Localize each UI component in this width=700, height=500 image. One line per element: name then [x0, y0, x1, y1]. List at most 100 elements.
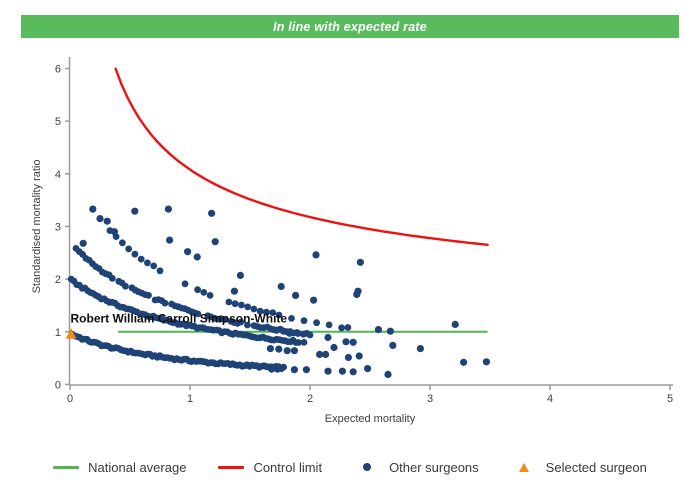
surgeon-dot[interactable]	[280, 363, 287, 371]
legend-label-selected-surgeon: Selected surgeon	[545, 459, 647, 475]
surgeon-dot[interactable]	[220, 316, 228, 323]
surgeon-dot[interactable]	[110, 228, 118, 236]
y-tick-label: 4	[55, 169, 61, 181]
surgeon-dot[interactable]	[272, 326, 280, 334]
surgeon-dot[interactable]	[306, 331, 314, 339]
surgeon-dot[interactable]	[200, 289, 208, 296]
surgeon-dot[interactable]	[374, 326, 382, 334]
surgeon-dot[interactable]	[460, 358, 468, 366]
surgeon-dot[interactable]	[313, 319, 320, 327]
surgeon-dot[interactable]	[290, 366, 298, 374]
y-tick-label: 3	[55, 221, 61, 233]
surgeon-dot[interactable]	[144, 259, 151, 267]
surgeon-dot[interactable]	[344, 324, 352, 331]
surgeon-dot[interactable]	[364, 365, 372, 373]
surgeon-dot[interactable]	[324, 367, 332, 375]
surgeon-dot[interactable]	[286, 329, 294, 337]
surgeon-dot[interactable]	[150, 262, 158, 270]
surgeon-dot[interactable]	[338, 367, 346, 375]
surgeon-dot[interactable]	[325, 321, 333, 329]
surgeon-dot[interactable]	[288, 315, 295, 322]
x-tick-label: 1	[187, 393, 193, 405]
surgeon-dot[interactable]	[244, 303, 252, 311]
surgeon-dot[interactable]	[225, 298, 233, 306]
surgeon-dot[interactable]	[184, 248, 192, 256]
surgeon-dot[interactable]	[275, 345, 283, 353]
surgeon-dot[interactable]	[330, 343, 338, 352]
surgeon-dot[interactable]	[194, 286, 202, 294]
surgeon-dot[interactable]	[353, 290, 361, 298]
surgeon-dot[interactable]	[164, 205, 172, 213]
surgeon-dot[interactable]	[161, 299, 169, 307]
surgeon-dot[interactable]	[294, 329, 302, 337]
surgeon-dot[interactable]	[295, 339, 302, 346]
surgeon-dot[interactable]	[231, 300, 239, 308]
surgeon-dot[interactable]	[274, 365, 282, 373]
surgeon-dot[interactable]	[263, 308, 270, 316]
surgeon-dot[interactable]	[338, 324, 345, 332]
surgeon-dot[interactable]	[237, 318, 245, 326]
surgeon-dot[interactable]	[181, 280, 189, 288]
surgeon-dot[interactable]	[125, 245, 133, 253]
surgeon-dot[interactable]	[108, 274, 116, 282]
selected-surgeon-marker[interactable]	[65, 328, 77, 339]
surgeon-dot[interactable]	[238, 301, 245, 309]
surgeon-dot[interactable]	[79, 239, 87, 247]
surgeon-dot[interactable]	[310, 296, 318, 304]
surgeon-dot[interactable]	[103, 217, 111, 225]
surgeon-dot[interactable]	[269, 309, 277, 316]
surgeon-dot[interactable]	[316, 350, 324, 358]
surgeon-dot[interactable]	[266, 345, 274, 353]
surgeon-dot[interactable]	[324, 333, 332, 342]
surgeon-dot[interactable]	[137, 255, 145, 263]
surgeon-dot[interactable]	[211, 238, 219, 246]
surgeon-dot[interactable]	[208, 209, 216, 217]
surgeon-dot[interactable]	[268, 365, 276, 373]
surgeon-dot[interactable]	[349, 338, 357, 346]
surgeon-dot[interactable]	[194, 310, 202, 318]
surgeon-dot[interactable]	[166, 236, 174, 244]
status-banner: In line with expected rate	[21, 15, 679, 38]
surgeon-dot[interactable]	[156, 267, 164, 275]
surgeon-dot[interactable]	[277, 282, 285, 291]
surgeon-dot[interactable]	[122, 282, 129, 290]
surgeon-dot[interactable]	[236, 271, 244, 279]
surgeon-dot[interactable]	[389, 341, 397, 349]
surgeon-dot[interactable]	[131, 250, 139, 258]
surgeon-dot[interactable]	[322, 350, 330, 358]
surgeon-dot[interactable]	[451, 320, 459, 328]
surgeon-dot[interactable]	[312, 251, 320, 259]
surgeon-dot[interactable]	[283, 347, 291, 355]
surgeon-dot[interactable]	[280, 327, 288, 335]
surgeon-dot[interactable]	[300, 339, 308, 346]
surgeon-dot[interactable]	[145, 291, 152, 299]
control-limit-curve	[114, 67, 489, 246]
surgeon-dot[interactable]	[275, 311, 283, 319]
surgeon-dot[interactable]	[206, 292, 214, 299]
surgeon-dot[interactable]	[300, 317, 308, 325]
surgeon-dot[interactable]	[193, 253, 201, 261]
surgeon-dot[interactable]	[256, 307, 264, 315]
surgeon-dot[interactable]	[244, 321, 251, 329]
legend-item-control-limit: Control limit	[218, 460, 322, 475]
surgeon-dot[interactable]	[386, 327, 394, 335]
surgeon-dot[interactable]	[230, 287, 238, 295]
surgeon-dot[interactable]	[355, 352, 363, 360]
surgeon-dot[interactable]	[356, 258, 364, 266]
surgeon-dot[interactable]	[119, 239, 126, 247]
surgeon-dot[interactable]	[302, 366, 310, 374]
surgeon-dot[interactable]	[292, 291, 300, 299]
surgeon-dot[interactable]	[384, 370, 392, 378]
surgeon-dot[interactable]	[89, 205, 97, 213]
surgeon-dot[interactable]	[250, 305, 258, 313]
surgeon-dot[interactable]	[290, 347, 298, 355]
surgeon-dot[interactable]	[482, 358, 490, 366]
x-tick-label: 0	[67, 393, 73, 405]
surgeon-dot[interactable]	[344, 353, 352, 362]
x-tick-label: 4	[547, 393, 553, 405]
surgeon-dot[interactable]	[342, 338, 350, 346]
surgeon-dot[interactable]	[96, 215, 104, 223]
surgeon-dot[interactable]	[349, 368, 357, 376]
surgeon-dot[interactable]	[131, 207, 139, 215]
surgeon-dot[interactable]	[416, 345, 424, 353]
